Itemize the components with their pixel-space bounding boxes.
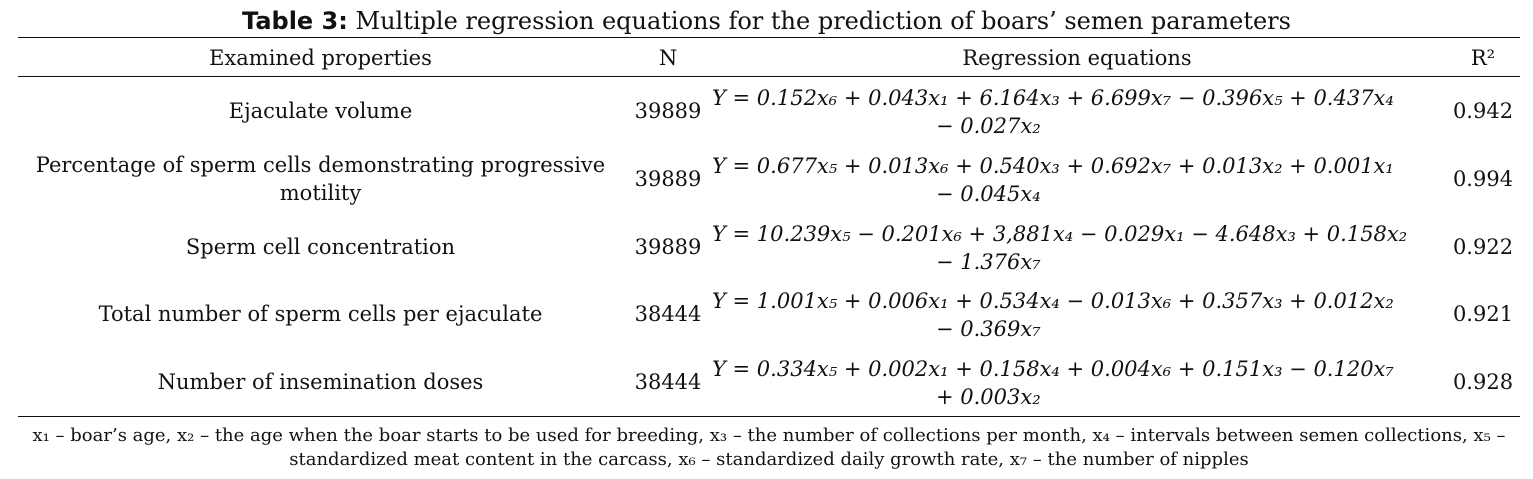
row-equation: Y = 10.239x₅ − 0.201x₆ + 3,881x₄ − 0.029…	[712, 220, 1442, 276]
row-equation: Y = 0.334x₅ + 0.002x₁ + 0.158x₄ + 0.004x…	[712, 355, 1442, 411]
row-r2: 0.922	[1452, 235, 1514, 259]
header-rule	[18, 76, 1520, 77]
table-caption: Multiple regression equations for the pr…	[355, 7, 1291, 35]
header-regression-equations: Regression equations	[962, 46, 1192, 70]
table-label: Table 3:	[242, 7, 348, 35]
equation-line-1: Y = 1.001x₅ + 0.006x₁ + 0.534x₄ − 0.013x…	[712, 289, 1394, 313]
equation-line-1: Y = 0.334x₅ + 0.002x₁ + 0.158x₄ + 0.004x…	[712, 357, 1394, 381]
header-r2: R²	[1470, 46, 1496, 70]
equation-line-1: Y = 0.152x₆ + 0.043x₁ + 6.164x₃ + 6.699x…	[712, 86, 1394, 110]
row-r2: 0.921	[1452, 302, 1514, 326]
equation-line-2: − 0.027x₂	[936, 114, 1041, 138]
equation-line-2: − 1.376x₇	[936, 250, 1041, 274]
equation-line-2: − 0.369x₇	[936, 317, 1041, 341]
header-n: N	[658, 46, 678, 70]
row-n: 38444	[634, 302, 702, 326]
row-r2: 0.994	[1452, 167, 1514, 191]
bottom-rule	[18, 416, 1520, 417]
row-equation: Y = 0.677x₅ + 0.013x₆ + 0.540x₃ + 0.692x…	[712, 152, 1442, 208]
header-examined-properties: Examined properties	[209, 46, 432, 70]
row-property: Number of insemination doses	[157, 370, 484, 394]
row-n: 38444	[634, 370, 702, 394]
table-footnote: x₁ – boar’s age, x₂ – the age when the b…	[32, 425, 1506, 470]
row-property: Ejaculate volume	[228, 99, 413, 123]
table-title: Table 3: Multiple regression equations f…	[0, 6, 1533, 36]
row-n: 39889	[634, 235, 702, 259]
equation-line-2: − 0.045x₄	[936, 182, 1041, 206]
top-rule	[18, 37, 1520, 38]
row-property: Sperm cell concentration	[185, 235, 456, 259]
equation-line-1: Y = 10.239x₅ − 0.201x₆ + 3,881x₄ − 0.029…	[712, 222, 1408, 246]
row-n: 39889	[634, 167, 702, 191]
row-n: 39889	[634, 99, 702, 123]
row-equation: Y = 1.001x₅ + 0.006x₁ + 0.534x₄ − 0.013x…	[712, 287, 1442, 343]
row-r2: 0.928	[1452, 370, 1514, 394]
equation-line-2: + 0.003x₂	[936, 385, 1041, 409]
row-r2: 0.942	[1452, 99, 1514, 123]
row-property: Percentage of sperm cells demonstrating …	[35, 153, 606, 205]
equation-line-1: Y = 0.677x₅ + 0.013x₆ + 0.540x₃ + 0.692x…	[712, 154, 1394, 178]
row-equation: Y = 0.152x₆ + 0.043x₁ + 6.164x₃ + 6.699x…	[712, 84, 1442, 140]
row-property: Total number of sperm cells per ejaculat…	[98, 302, 543, 326]
